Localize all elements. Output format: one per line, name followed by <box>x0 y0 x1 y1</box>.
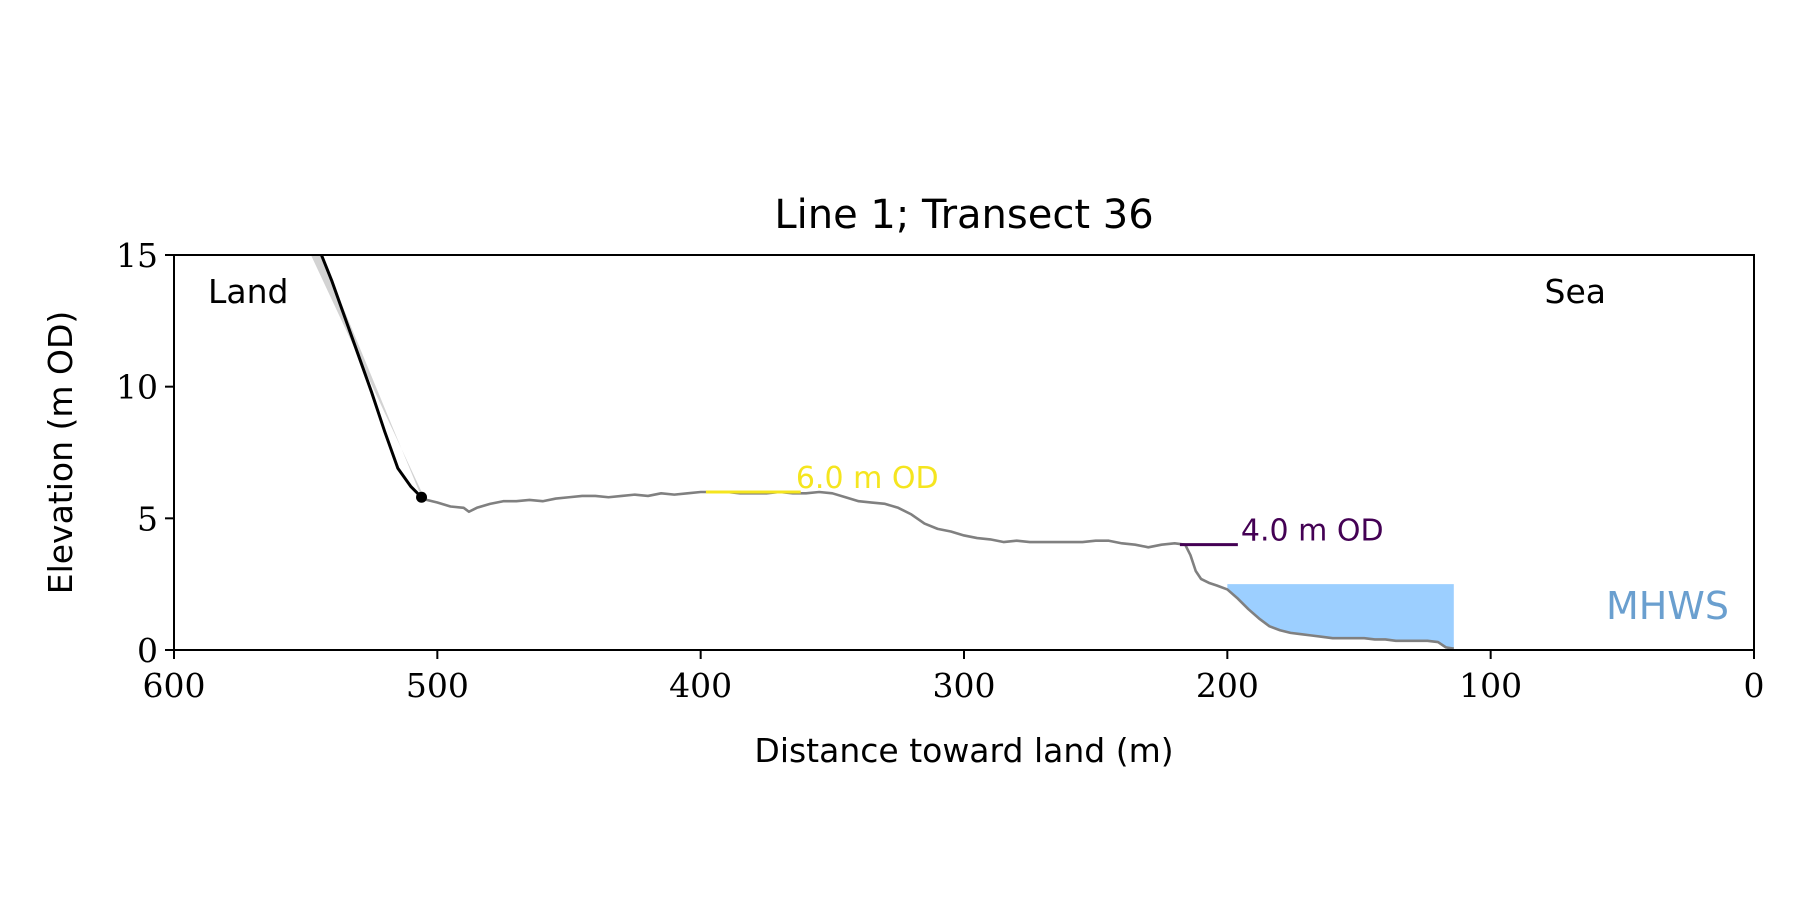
x-axis-label: Distance toward land (m) <box>754 731 1173 770</box>
tick-layer: 600 500 400 300 200 100 0 0 5 10 15 <box>116 236 1765 705</box>
ground-profile-line <box>421 490 1455 650</box>
y-tick-label: 0 <box>137 631 158 670</box>
elevation-marker-label: 6.0 m OD <box>796 461 939 496</box>
y-tick-label: 5 <box>137 499 158 538</box>
y-axis-label: Elevation (m OD) <box>41 311 80 595</box>
cliff-toe-point <box>416 491 428 503</box>
x-tick-label: 300 <box>933 666 996 705</box>
plot-frame <box>173 254 1755 651</box>
annotation-layer: 6.0 m OD 4.0 m OD MHWS <box>705 461 1729 628</box>
cliff-face-line <box>320 254 423 499</box>
sea-label: Sea <box>1545 272 1606 311</box>
chart-title: Line 1; Transect 36 <box>774 192 1153 238</box>
x-tick-label: 0 <box>1744 666 1765 705</box>
x-tick-label: 600 <box>143 666 206 705</box>
mhws-label: MHWS <box>1606 584 1729 628</box>
y-tick-label: 10 <box>116 368 158 407</box>
cliff-shading <box>310 255 425 498</box>
y-tick-label: 15 <box>116 236 158 275</box>
elevation-marker-label: 4.0 m OD <box>1241 514 1384 549</box>
point-layer <box>416 491 428 503</box>
fill-layer <box>310 255 1454 649</box>
x-tick-label: 200 <box>1196 666 1259 705</box>
x-tick-label: 100 <box>1459 666 1522 705</box>
line-layer <box>320 254 1455 650</box>
x-tick-label: 500 <box>406 666 469 705</box>
mhws-water-fill <box>1227 584 1454 649</box>
land-label: Land <box>208 272 288 311</box>
x-tick-label: 400 <box>669 666 732 705</box>
